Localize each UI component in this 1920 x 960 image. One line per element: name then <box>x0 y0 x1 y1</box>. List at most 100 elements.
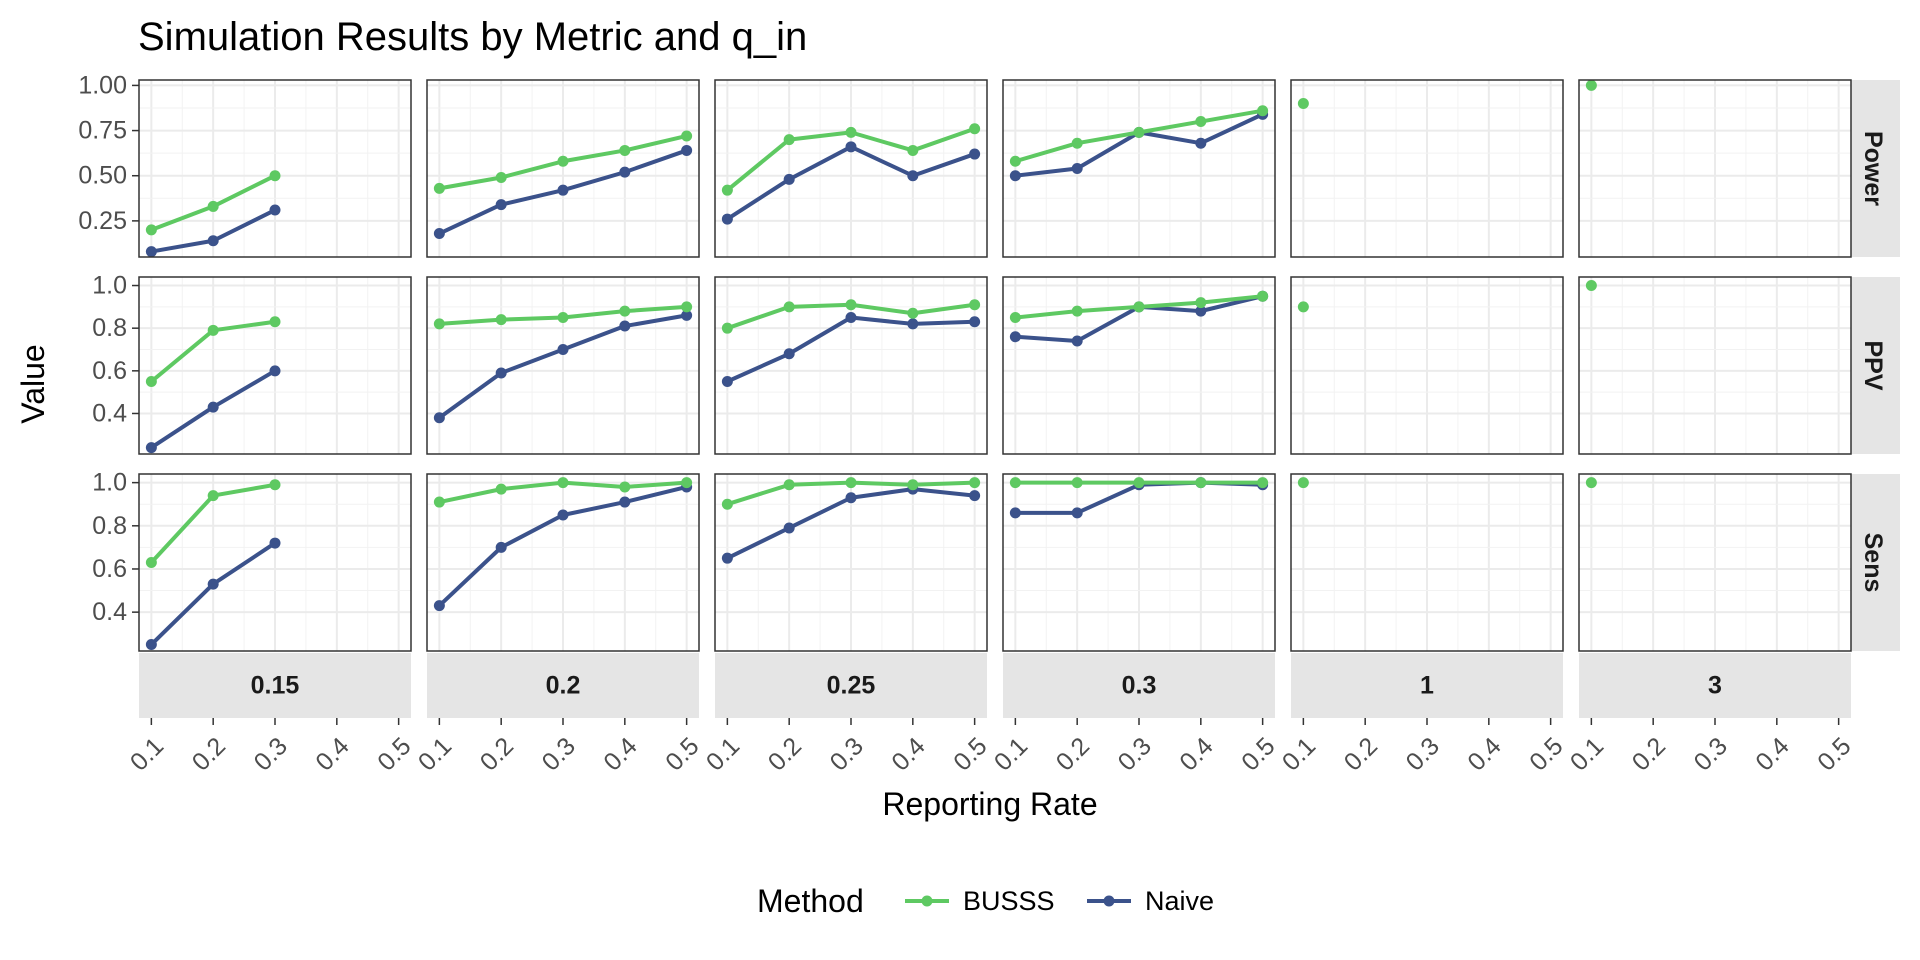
data-point-busss <box>721 498 733 510</box>
data-point-naive <box>1195 305 1207 317</box>
data-point-busss <box>1071 477 1083 489</box>
legend-title: Method <box>757 883 864 919</box>
panel-border <box>1002 276 1276 455</box>
data-point-naive <box>721 552 733 564</box>
data-point-naive <box>619 320 631 332</box>
data-point-busss <box>1257 477 1269 489</box>
y-tick-label: 0.8 <box>92 512 127 540</box>
x-tick-label: 0.1 <box>1565 732 1609 776</box>
data-point-busss <box>681 477 693 489</box>
panel <box>426 473 700 652</box>
data-point-naive <box>783 348 795 360</box>
data-point-naive <box>1071 507 1083 519</box>
panel <box>1290 473 1564 652</box>
panel <box>426 79 700 258</box>
panel-border <box>1290 79 1564 258</box>
column-strip-label: 1 <box>1420 672 1434 700</box>
x-tick-label: 0.5 <box>1524 732 1568 776</box>
data-point-naive <box>1009 507 1021 519</box>
panel-border <box>1578 79 1852 258</box>
data-point-busss <box>969 299 981 311</box>
data-point-busss <box>1195 116 1207 128</box>
data-point-busss <box>269 170 281 182</box>
data-point-busss <box>1071 137 1083 149</box>
data-point-busss <box>1009 477 1021 489</box>
panel-border <box>138 473 412 652</box>
data-point-busss <box>1071 305 1083 317</box>
panel <box>1290 79 1564 258</box>
data-point-naive <box>845 141 857 153</box>
data-point-busss <box>207 490 219 502</box>
legend-key-point <box>921 895 933 907</box>
panel <box>426 276 700 455</box>
x-tick-label: 0.4 <box>886 732 930 776</box>
data-point-naive <box>207 578 219 590</box>
data-point-naive <box>845 312 857 324</box>
y-tick-label: 0.4 <box>92 399 127 427</box>
x-tick-label: 0.4 <box>1174 732 1218 776</box>
panel-border <box>1290 276 1564 455</box>
data-point-naive <box>783 173 795 185</box>
data-point-busss <box>1195 297 1207 309</box>
x-tick-label: 0.4 <box>598 732 642 776</box>
data-point-busss <box>969 123 981 135</box>
x-tick-label: 0.3 <box>249 732 293 776</box>
data-point-naive <box>207 235 219 247</box>
row-strip <box>1846 277 1900 454</box>
data-point-busss <box>619 144 631 156</box>
data-point-busss <box>721 184 733 196</box>
panel-border <box>714 473 988 652</box>
data-point-busss <box>783 301 795 313</box>
panel <box>138 473 412 652</box>
x-tick-label: 0.2 <box>187 732 231 776</box>
panel <box>714 276 988 455</box>
data-point-busss <box>1297 301 1309 313</box>
data-point-naive <box>681 144 693 156</box>
x-tick-label: 0.5 <box>660 732 704 776</box>
data-point-busss <box>433 496 445 508</box>
panel <box>1002 473 1276 652</box>
data-point-naive <box>681 309 693 321</box>
data-point-busss <box>495 483 507 495</box>
data-point-busss <box>969 477 981 489</box>
data-point-busss <box>619 305 631 317</box>
panel-border <box>426 473 700 652</box>
data-point-naive <box>1071 163 1083 174</box>
data-point-busss <box>145 375 157 387</box>
data-point-naive <box>433 412 445 424</box>
x-tick-label: 0.1 <box>989 732 1033 776</box>
data-point-busss <box>1133 126 1145 138</box>
column-strip-label: 3 <box>1708 672 1722 700</box>
data-point-busss <box>845 126 857 138</box>
y-tick-label: 0.50 <box>78 162 127 190</box>
data-point-busss <box>1297 97 1309 109</box>
x-tick-label: 0.1 <box>701 732 745 776</box>
panel <box>138 276 412 455</box>
column-strip-label: 0.3 <box>1122 672 1157 700</box>
data-point-naive <box>969 316 981 328</box>
x-tick-label: 0.3 <box>1113 732 1157 776</box>
data-point-naive <box>969 148 981 160</box>
chart-title: Simulation Results by Metric and q_in <box>138 15 807 59</box>
x-tick-label: 0.1 <box>413 732 457 776</box>
data-point-naive <box>1071 335 1083 347</box>
y-tick-label: 1.0 <box>92 469 127 497</box>
data-point-busss <box>1009 312 1021 324</box>
panel-border <box>1578 276 1852 455</box>
column-strip-label: 0.15 <box>251 672 300 700</box>
data-point-busss <box>1297 477 1309 489</box>
row-strip <box>1846 80 1900 257</box>
x-tick-label: 0.2 <box>1339 732 1383 776</box>
y-tick-label: 0.75 <box>78 117 127 145</box>
y-tick-label: 1.00 <box>78 71 127 99</box>
data-point-naive <box>207 401 219 413</box>
y-axis-title: Value <box>15 344 51 423</box>
facet-panels: Power 1.00 0.75 0.50 0.25 PPV 1.0 0.8 0.6 0.4 Sens… <box>78 71 1900 776</box>
data-point-busss <box>907 479 919 491</box>
data-point-naive <box>557 509 569 521</box>
data-point-busss <box>1585 280 1597 292</box>
data-point-naive <box>907 318 919 330</box>
data-point-busss <box>681 301 693 313</box>
x-tick-label: 0.5 <box>1236 732 1280 776</box>
data-point-busss <box>145 557 157 568</box>
